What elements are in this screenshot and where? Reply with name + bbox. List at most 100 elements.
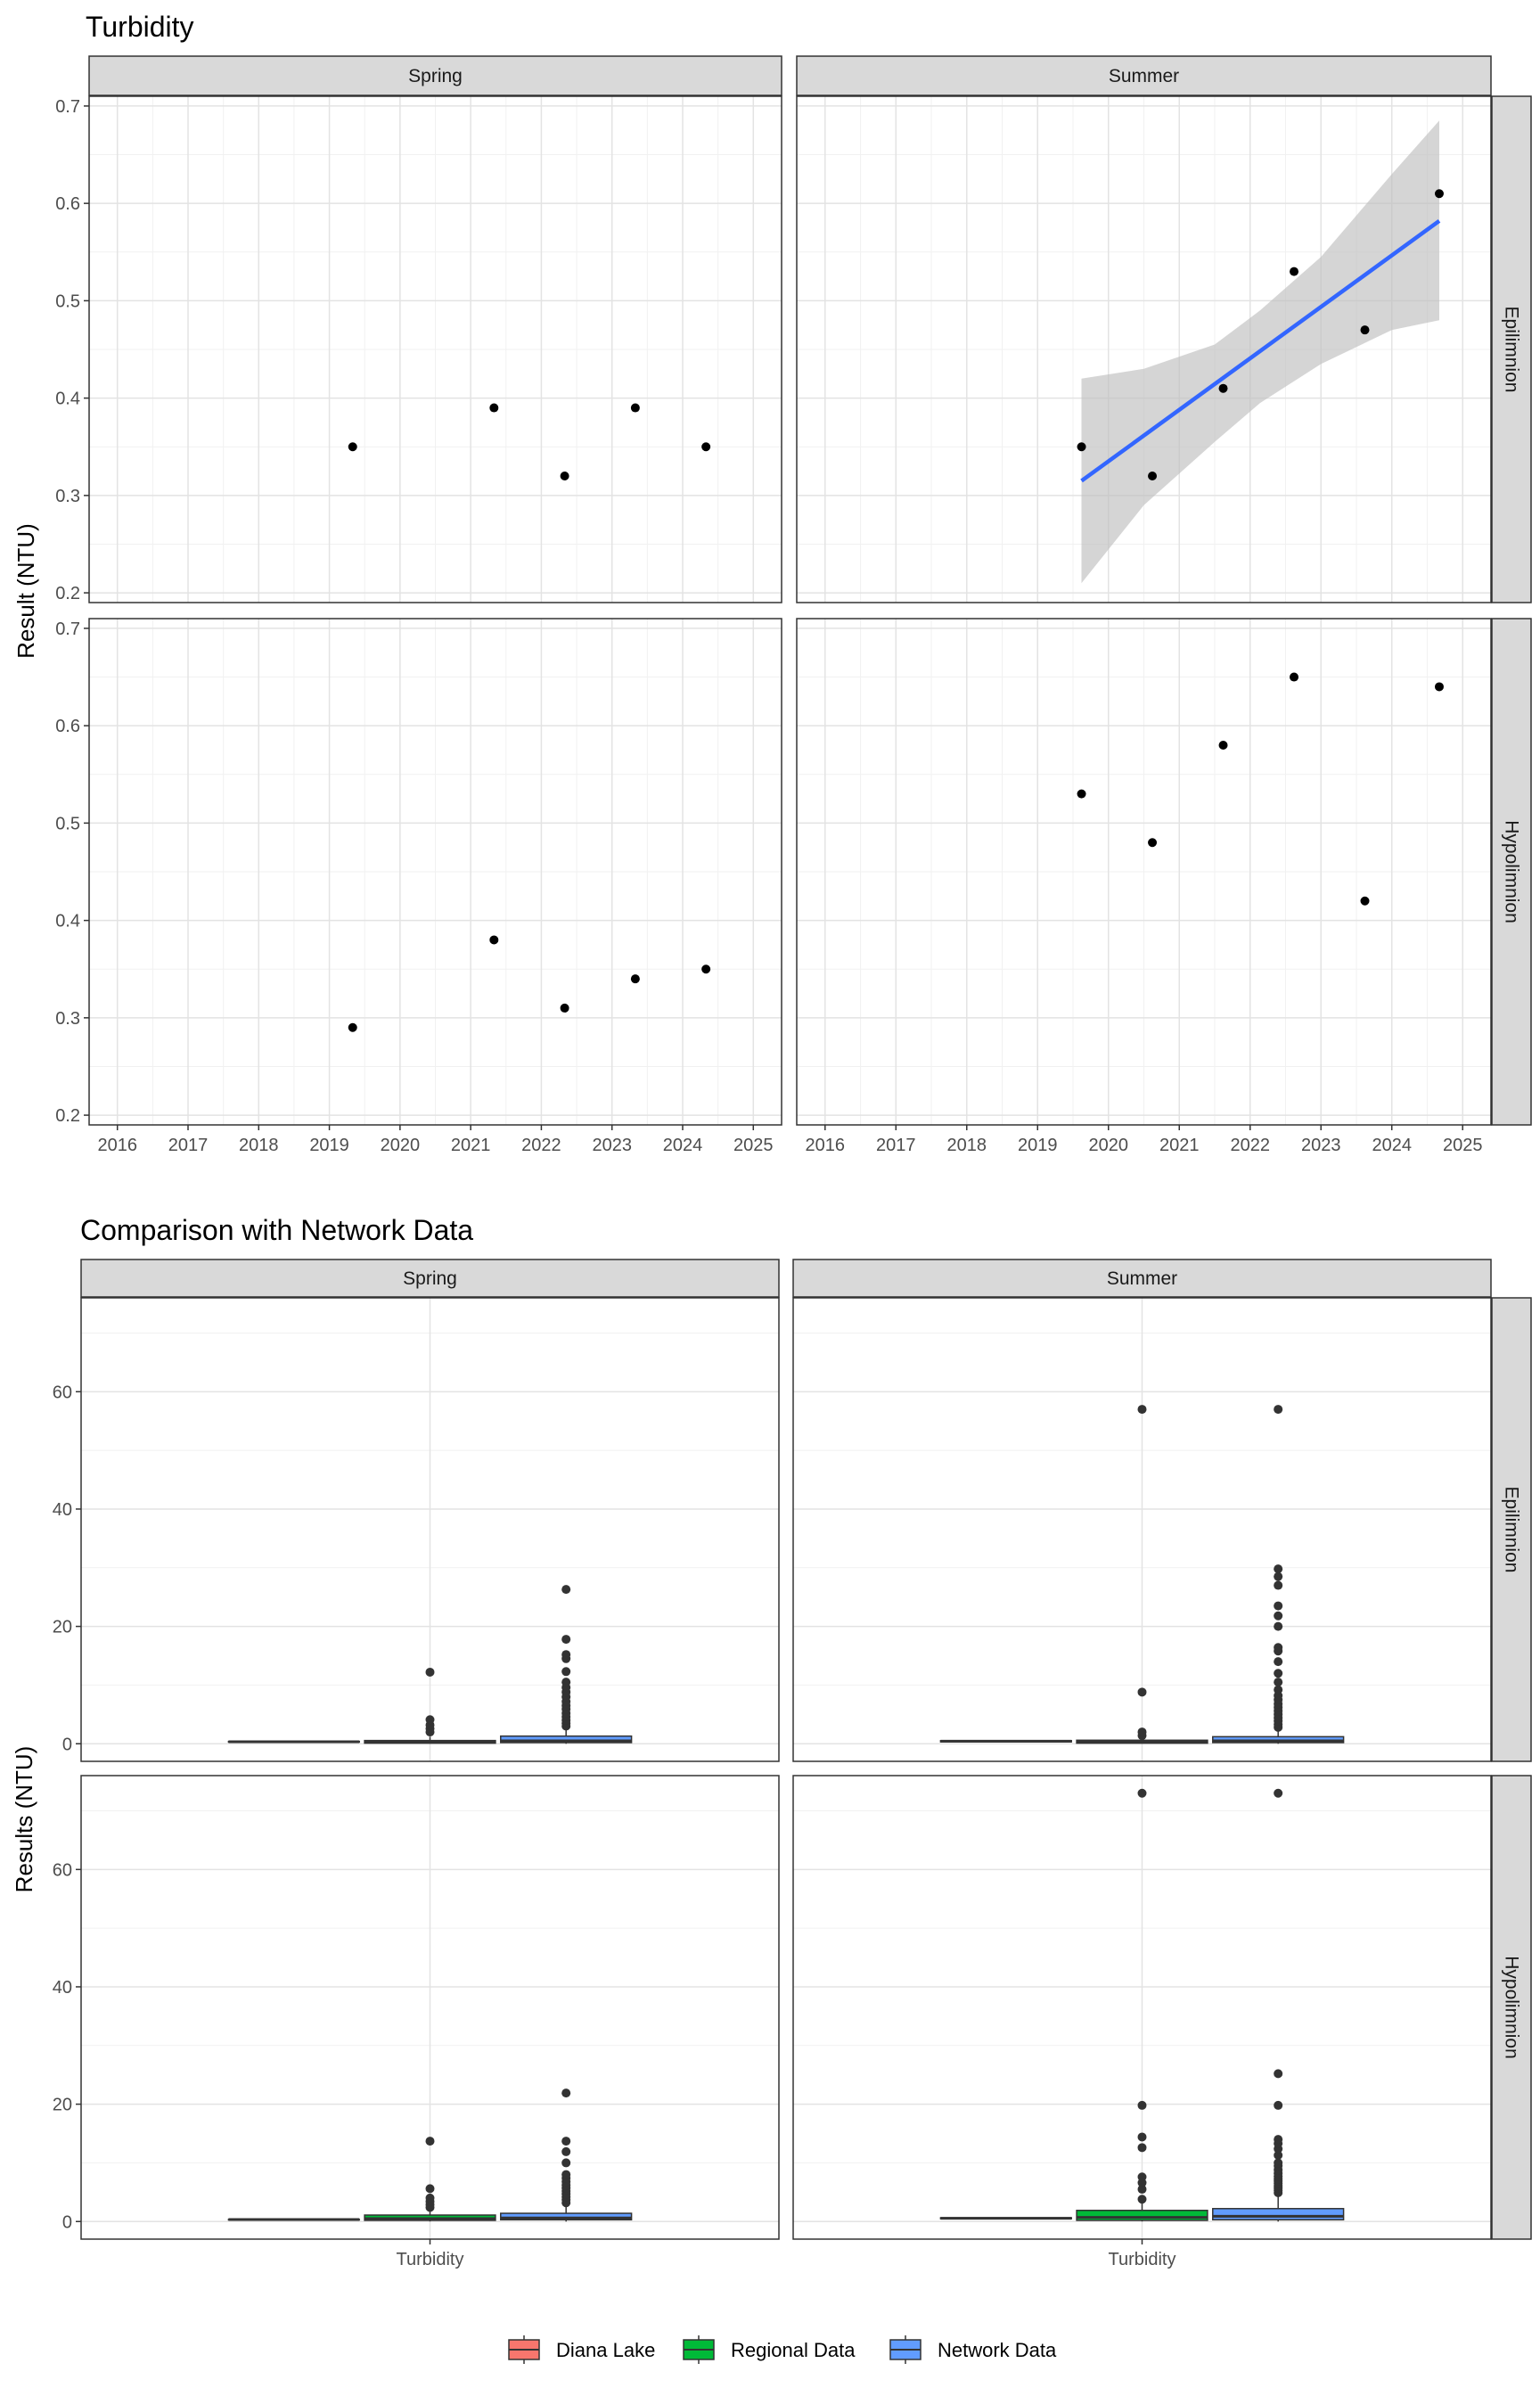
chart2-box-body [500, 2212, 633, 2221]
chart1-x-tick-label: 2024 [663, 1136, 703, 1155]
chart2-outlier-point [1274, 1678, 1283, 1687]
chart1-title: Turbidity [86, 11, 194, 43]
chart2-outlier-point [1274, 1564, 1283, 1574]
legend-label-regional-data: Regional Data [731, 2339, 856, 2361]
chart1-data-point [1077, 789, 1086, 799]
chart1-data-point [489, 403, 499, 413]
chart2-box-network-data [1212, 1405, 1345, 1744]
chart1-x-tick-label: 2025 [1443, 1136, 1483, 1155]
chart2-outlier-point [561, 1667, 571, 1677]
chart1-trend-line [1080, 218, 1441, 483]
chart2-y-tick-label: 40 [53, 1500, 72, 1520]
chart1-x-tick-label: 2017 [876, 1136, 916, 1155]
chart1-y-tick-label: 0.2 [55, 584, 80, 603]
chart1-data-point [1290, 672, 1299, 682]
chart2-outlier-point [1274, 2069, 1283, 2079]
chart1-panel-spring-epilimnion: 0.2 0.3 0.4 0.5 0.6 0.7 [55, 95, 782, 603]
chart2-outlier-point [425, 2137, 435, 2146]
chart2-panel-spring-hypolimnion: 0 20 40 60 Turbidity [53, 1775, 780, 2269]
chart1-x-tick-label: 2020 [381, 1136, 421, 1155]
chart1-x-tick-label: 2019 [1018, 1136, 1058, 1155]
chart2-panel-border [792, 1297, 1492, 1762]
legend-item-diana-lake: Diana Lake [508, 2335, 655, 2364]
chart1-x-tick-label: 2023 [592, 1136, 632, 1155]
chart2-y-tick-label: 40 [53, 1978, 72, 1998]
chart1-x-tick-label: 2024 [1372, 1136, 1412, 1155]
chart1-data-point [1077, 442, 1086, 452]
chart1-x-tick-label: 2022 [521, 1136, 561, 1155]
chart1-data-point [630, 403, 640, 413]
chart2-outlier-point [1137, 2172, 1147, 2182]
chart1-data-point [348, 442, 357, 452]
chart1-y-tick-label: 0.4 [55, 912, 80, 931]
chart1-x-tick-label: 2018 [239, 1136, 279, 1155]
chart2-row-label-hypolimnion: Hypolimnion [1502, 1956, 1522, 2059]
chart2-box-regional-data [1076, 1405, 1208, 1744]
chart1-y-tick-label: 0.3 [55, 1009, 80, 1029]
chart2-outlier-point [1137, 1405, 1147, 1415]
chart2-box-body [500, 1735, 633, 1744]
chart1-panel-border [88, 618, 782, 1126]
chart2-outlier-point [1274, 1669, 1283, 1678]
chart2-box-regional-data [364, 2137, 496, 2222]
chart1-data-point [1290, 267, 1299, 276]
chart2-outlier-point [425, 2184, 435, 2194]
chart2-outlier-point [561, 2170, 571, 2179]
chart2-outlier-point [425, 2193, 435, 2203]
chart1-x-tick-label: 2022 [1230, 1136, 1270, 1155]
chart2-outlier-point [1274, 1643, 1283, 1653]
legend-item-regional-data: Regional Data [683, 2335, 856, 2364]
chart2-outlier-point [1274, 1405, 1283, 1415]
chart1-strip-label-summer: Summer [1109, 66, 1179, 86]
chart2-y-tick-label: 20 [53, 1618, 72, 1637]
chart2-outlier-point [1274, 2100, 1283, 2110]
chart2-panel-summer-hypolimnion: Turbidity [792, 1775, 1492, 2269]
chart2-outlier-point [561, 1650, 571, 1660]
chart2-box-network-data [500, 1585, 633, 1744]
chart2-outlier-point [561, 2146, 571, 2156]
chart1-data-point [1360, 325, 1370, 335]
chart1-x-tick-label: 2021 [1159, 1136, 1200, 1155]
chart1-data-point [701, 442, 711, 452]
chart2-y-tick-label: 20 [53, 2096, 72, 2115]
chart2-box-network-data [500, 2088, 633, 2222]
chart1-y-tick-label: 0.6 [55, 717, 80, 736]
chart2-outlier-point [561, 1635, 571, 1645]
chart1-strip-spring [88, 55, 782, 96]
chart1-x-tick-label: 2023 [1301, 1136, 1341, 1155]
chart2-row-label-epilimnion: Epilimnion [1502, 1487, 1522, 1573]
chart1-x-tick-label: 2016 [97, 1136, 137, 1155]
chart2-y-tick-label: 60 [53, 1383, 72, 1402]
chart1-data-point [1434, 682, 1444, 692]
chart2-row-strip-epilimnion [1491, 1297, 1532, 1762]
legend-item-network-data: Network Data [889, 2335, 1057, 2364]
chart1-data-point [1434, 189, 1444, 199]
chart1-x-tick-label: 2017 [168, 1136, 209, 1155]
chart2-outlier-point [561, 1678, 571, 1687]
chart2-outlier-point [1137, 2185, 1147, 2195]
chart1-data-point [701, 964, 711, 974]
chart1-panel-summer-hypolimnion: 2016 2017 2018 2019 2020 2021 2022 2023 2024 2025 [796, 618, 1492, 1155]
chart1-y-tick-label: 0.7 [55, 620, 80, 639]
chart2-outlier-point [1274, 1685, 1283, 1694]
chart2-box-regional-data [1076, 1788, 1208, 2222]
chart2-panel-spring-epilimnion: 0 20 40 60 [53, 1297, 780, 1762]
chart2-outlier-point [1274, 2150, 1283, 2160]
chart1-x-tick-label: 2016 [806, 1136, 846, 1155]
chart2-outlier-point [1137, 1788, 1147, 1798]
chart2-outlier-point [1137, 2100, 1147, 2110]
chart2-outlier-point [1274, 1788, 1283, 1798]
chart2-outlier-point [1274, 1621, 1283, 1631]
chart2-y-tick-label: 0 [62, 2212, 72, 2232]
chart2-box-body [1212, 2208, 1345, 2221]
chart2-title: Comparison with Network Data [80, 1214, 473, 1246]
chart1-row-strip-hypolimnion [1491, 618, 1532, 1126]
chart1-panel-summer-epilimnion [796, 95, 1492, 603]
chart2-legend: Diana Lake Regional Data Network Data [508, 2335, 1057, 2364]
chart1-y-tick-label: 0.5 [55, 814, 80, 833]
chart2-outlier-point [1274, 1657, 1283, 1667]
chart2-y-tick-label: 60 [53, 1860, 72, 1880]
chart1-data-point [489, 935, 499, 945]
chart2-outlier-point [1274, 1580, 1283, 1590]
chart2-outlier-point [1274, 1601, 1283, 1611]
